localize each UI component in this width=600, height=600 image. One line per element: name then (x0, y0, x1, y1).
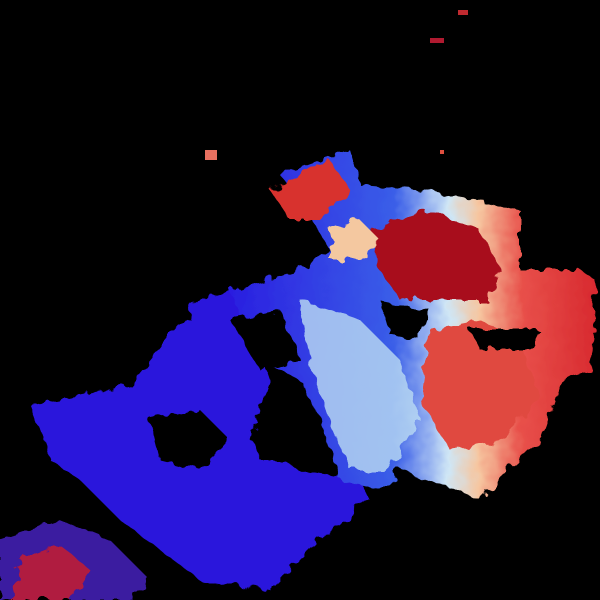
specks (205, 10, 468, 160)
red-region (420, 320, 540, 450)
gaps (150, 300, 540, 470)
pale-core (300, 300, 420, 470)
red-patch (10, 545, 90, 600)
red-region (270, 160, 350, 220)
dark-red-core (370, 210, 500, 300)
pale-red (330, 220, 380, 260)
